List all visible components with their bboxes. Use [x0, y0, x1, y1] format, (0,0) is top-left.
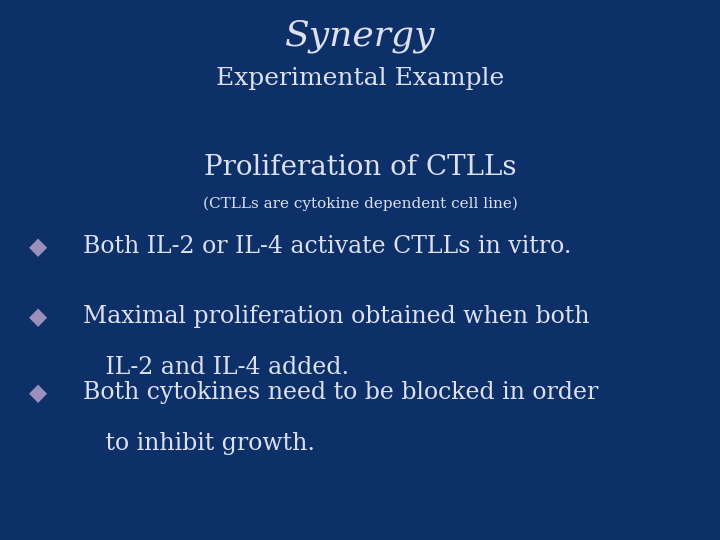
Text: Proliferation of CTLLs: Proliferation of CTLLs [204, 154, 516, 181]
Text: Both IL-2 or IL-4 activate CTLLs in vitro.: Both IL-2 or IL-4 activate CTLLs in vitr… [83, 235, 571, 258]
Text: (CTLLs are cytokine dependent cell line): (CTLLs are cytokine dependent cell line) [202, 197, 518, 212]
Text: IL-2 and IL-4 added.: IL-2 and IL-4 added. [83, 356, 349, 380]
Text: Maximal proliferation obtained when both: Maximal proliferation obtained when both [83, 305, 589, 328]
Text: ◆: ◆ [29, 305, 47, 329]
Text: ◆: ◆ [29, 381, 47, 404]
Text: ◆: ◆ [29, 235, 47, 259]
Text: Both cytokines need to be blocked in order: Both cytokines need to be blocked in ord… [83, 381, 598, 404]
Text: Experimental Example: Experimental Example [216, 68, 504, 91]
Text: Synergy: Synergy [284, 19, 436, 53]
Text: to inhibit growth.: to inhibit growth. [83, 432, 315, 455]
